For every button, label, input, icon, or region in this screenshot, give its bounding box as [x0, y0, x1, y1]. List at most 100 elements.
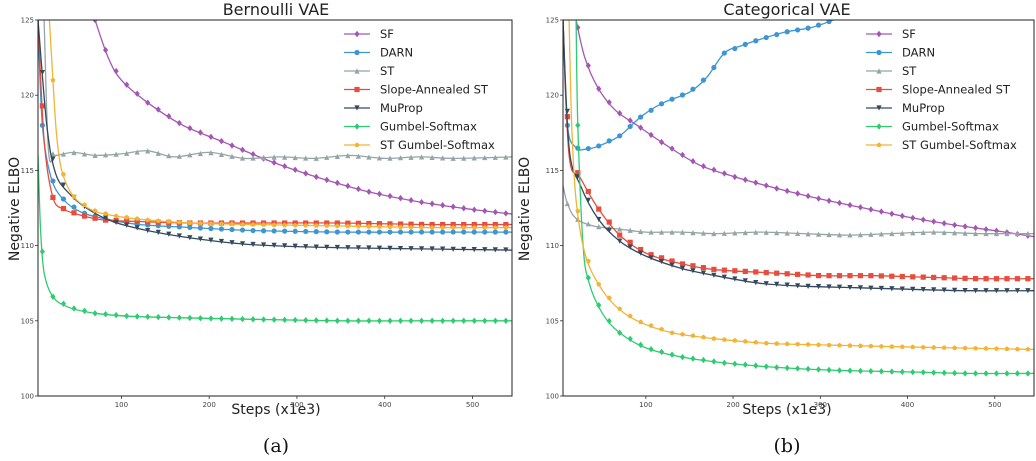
data-point-gumbel-softmax	[648, 346, 654, 353]
data-point-st	[471, 155, 477, 161]
data-point-st	[397, 155, 404, 161]
data-point-sf	[732, 173, 738, 181]
data-point-muprop	[376, 245, 383, 251]
data-point-st	[229, 153, 235, 159]
x-tick-label: 100	[115, 401, 128, 409]
data-point-gumbel-softmax	[187, 314, 193, 322]
data-point-st	[366, 154, 372, 160]
data-point-st-gumbel-softmax	[324, 223, 330, 228]
data-point-slope-annealed-st	[418, 221, 425, 228]
data-point-gumbel-softmax	[239, 315, 246, 323]
data-point-slope-annealed-st	[920, 274, 926, 280]
data-point-gumbel-softmax	[596, 302, 602, 309]
data-point-st-gumbel-softmax	[503, 225, 509, 230]
data-point-slope-annealed-st	[450, 221, 456, 228]
data-point-st	[669, 229, 675, 235]
legend-marker	[876, 68, 882, 74]
data-point-gumbel-softmax	[250, 316, 256, 323]
data-point-muprop	[492, 247, 498, 253]
data-point-st-gumbel-softmax	[931, 344, 937, 350]
data-point-gumbel-softmax	[889, 368, 895, 375]
data-point-slope-annealed-st	[711, 266, 717, 272]
data-point-slope-annealed-st	[376, 221, 383, 227]
data-point-st-gumbel-softmax	[680, 331, 685, 337]
data-point-st	[450, 155, 456, 161]
data-point-st-gumbel-softmax	[994, 346, 999, 351]
data-point-muprop	[711, 272, 717, 278]
data-point-st	[564, 200, 570, 207]
data-point-muprop	[440, 246, 446, 252]
data-point-sf	[113, 67, 119, 75]
data-point-sf	[229, 142, 235, 149]
data-point-sf	[492, 208, 498, 216]
data-point-st	[847, 232, 853, 238]
data-point-st	[145, 148, 151, 154]
data-point-st-gumbel-softmax	[450, 225, 456, 230]
data-point-darn	[575, 145, 581, 151]
data-point-muprop	[461, 246, 467, 253]
data-point-gumbel-softmax	[482, 317, 488, 324]
data-point-sf	[962, 223, 968, 230]
data-point-slope-annealed-st	[931, 274, 937, 281]
data-point-muprop	[952, 287, 958, 293]
data-point-st	[679, 229, 686, 235]
data-point-muprop	[815, 284, 822, 290]
legend: SF DARN ST Slope-Annealed ST MuProp Gumbel-So…	[866, 27, 1017, 152]
panel-a-ylabel: Negative ELBO	[7, 157, 23, 261]
data-point-gumbel-softmax	[440, 317, 446, 324]
legend-marker	[354, 30, 360, 38]
data-point-st-gumbel-softmax	[176, 219, 182, 225]
data-point-slope-annealed-st	[847, 273, 853, 279]
data-point-sf	[208, 133, 214, 141]
data-point-st-gumbel-softmax	[313, 223, 319, 228]
data-point-st	[134, 149, 140, 155]
y-tick-label: 120	[21, 92, 34, 100]
data-point-gumbel-softmax	[387, 317, 393, 324]
x-tick-label: 200	[726, 401, 739, 409]
data-point-gumbel-softmax	[941, 369, 947, 377]
legend-label: ST Gumbel-Softmax	[902, 138, 1017, 152]
data-point-muprop	[585, 197, 591, 203]
data-point-gumbel-softmax	[847, 367, 853, 374]
data-point-muprop	[187, 235, 193, 241]
data-point-gumbel-softmax	[711, 358, 717, 365]
data-point-slope-annealed-st	[408, 221, 414, 227]
data-point-sf	[324, 176, 330, 184]
data-point-st	[197, 150, 203, 157]
data-point-st	[102, 152, 109, 158]
data-point-sf	[993, 227, 1000, 235]
data-point-st	[387, 155, 393, 161]
data-point-sf	[366, 188, 372, 196]
data-point-sf	[941, 220, 947, 227]
data-point-st-gumbel-softmax	[638, 319, 644, 325]
data-point-slope-annealed-st	[71, 210, 77, 216]
data-point-muprop	[260, 242, 267, 248]
data-point-darn	[700, 77, 707, 83]
series-line-gumbel-softmax	[575, 20, 1034, 375]
data-point-gumbel-softmax	[972, 370, 979, 377]
data-point-muprop	[50, 156, 56, 162]
data-point-st-gumbel-softmax	[889, 344, 895, 349]
data-point-sf	[805, 192, 811, 200]
data-point-gumbel-softmax	[303, 316, 309, 324]
data-point-muprop	[972, 288, 979, 294]
data-point-st-gumbel-softmax	[71, 194, 77, 199]
data-point-muprop	[176, 233, 182, 239]
data-point-slope-annealed-st	[868, 273, 874, 279]
data-point-muprop	[429, 246, 435, 252]
data-point-muprop	[313, 244, 319, 250]
data-point-sf	[983, 226, 989, 233]
data-point-st-gumbel-softmax	[303, 222, 309, 228]
data-point-darn	[429, 229, 435, 235]
data-point-st	[282, 154, 288, 160]
data-point-st	[972, 230, 979, 237]
data-point-st-gumbel-softmax	[585, 258, 591, 264]
y-tick-label: 100	[546, 393, 559, 401]
data-point-darn	[250, 227, 256, 234]
data-point-slope-annealed-st	[972, 276, 979, 282]
data-point-muprop	[208, 237, 214, 243]
data-point-muprop	[1004, 288, 1010, 294]
data-point-st	[899, 230, 905, 236]
data-point-darn	[450, 229, 456, 235]
data-point-st-gumbel-softmax	[910, 344, 916, 350]
